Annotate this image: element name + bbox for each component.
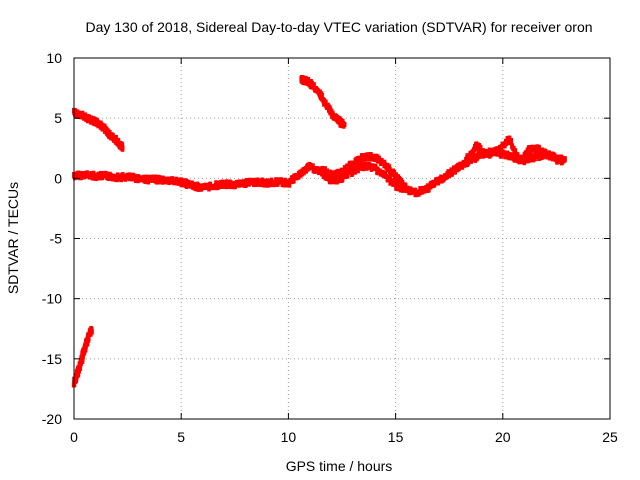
data-point	[342, 165, 347, 171]
data-point	[283, 177, 288, 184]
data-point	[387, 164, 392, 170]
data-point	[257, 181, 261, 187]
data-point	[74, 174, 78, 180]
data-point	[332, 173, 337, 179]
data-point	[89, 328, 94, 335]
data-point	[96, 171, 101, 177]
y-tick-label: 10	[46, 50, 62, 66]
data-point	[394, 172, 398, 178]
data-point	[301, 75, 305, 81]
data-point	[457, 166, 461, 172]
data-point	[559, 160, 564, 166]
data-point	[491, 150, 495, 156]
data-point	[312, 82, 316, 88]
y-tick-label: -10	[42, 291, 62, 307]
data-point	[243, 182, 248, 188]
x-tick-label: 20	[495, 429, 511, 445]
data-point	[526, 158, 530, 164]
y-tick-label: -5	[50, 231, 63, 247]
y-tick-label: -20	[42, 411, 62, 427]
data-point	[507, 135, 512, 141]
data-point	[392, 170, 396, 176]
data-point	[359, 157, 363, 163]
data-point	[311, 163, 315, 169]
data-point	[118, 173, 122, 180]
data-point	[537, 145, 542, 151]
y-axis-label: SDTVAR / TECUs	[5, 182, 21, 294]
x-tick-label: 0	[70, 429, 78, 445]
data-point	[400, 181, 405, 187]
data-point	[185, 179, 189, 185]
y-tick-label: -15	[42, 351, 62, 367]
data-point	[364, 161, 368, 167]
data-point	[359, 162, 364, 168]
data-point	[348, 164, 353, 170]
data-point	[120, 145, 125, 151]
x-axis-label: GPS time / hours	[286, 458, 393, 474]
data-point	[365, 152, 370, 158]
y-tick-label: 0	[54, 170, 62, 186]
data-point	[127, 172, 132, 178]
x-tick-label: 15	[388, 429, 404, 445]
data-point	[340, 176, 345, 183]
y-axis-ticks: -20 -15 -10 -5 0 5 10	[42, 50, 610, 427]
data-point	[413, 187, 418, 193]
data-point	[338, 172, 342, 178]
data-point	[194, 186, 198, 192]
data-point	[559, 157, 564, 163]
data-point	[447, 170, 452, 176]
data-point	[356, 168, 360, 174]
data-point	[469, 158, 473, 164]
data-point	[456, 162, 460, 168]
data-point	[96, 174, 100, 180]
data-point	[522, 154, 527, 160]
x-tick-label: 10	[281, 429, 297, 445]
data-point	[499, 153, 504, 159]
data-point	[99, 170, 103, 177]
data-point	[533, 156, 537, 162]
data-point	[226, 183, 230, 189]
data-point	[136, 178, 140, 184]
chart-title: Day 130 of 2018, Sidereal Day-to-day VTE…	[85, 19, 592, 35]
data-point	[377, 155, 382, 161]
data-point	[509, 153, 514, 159]
data-point	[266, 178, 270, 184]
data-point	[98, 175, 103, 181]
data-point	[323, 99, 328, 106]
data-point	[142, 174, 146, 180]
data-point	[563, 156, 567, 162]
data-point	[306, 77, 311, 83]
data-point	[269, 177, 274, 183]
x-axis-ticks: 0 5 10 15 20 25	[70, 58, 618, 445]
data-point	[145, 176, 150, 182]
x-tick-label: 25	[602, 429, 618, 445]
data-point	[291, 176, 296, 182]
data-point	[509, 138, 514, 144]
data-point	[403, 184, 408, 190]
data-point	[345, 173, 350, 179]
data-points	[71, 75, 567, 388]
y-tick-label: 5	[54, 110, 62, 126]
data-point	[352, 169, 357, 175]
data-point	[388, 179, 393, 185]
data-point	[252, 177, 257, 184]
data-point	[408, 190, 412, 196]
data-point	[320, 93, 324, 99]
data-point	[342, 122, 347, 128]
data-point	[537, 154, 542, 161]
data-point	[89, 171, 94, 177]
data-point	[341, 171, 345, 177]
data-point	[367, 156, 372, 162]
x-tick-label: 5	[177, 429, 185, 445]
data-point	[409, 186, 413, 192]
data-point	[472, 146, 476, 153]
data-point	[73, 108, 78, 114]
